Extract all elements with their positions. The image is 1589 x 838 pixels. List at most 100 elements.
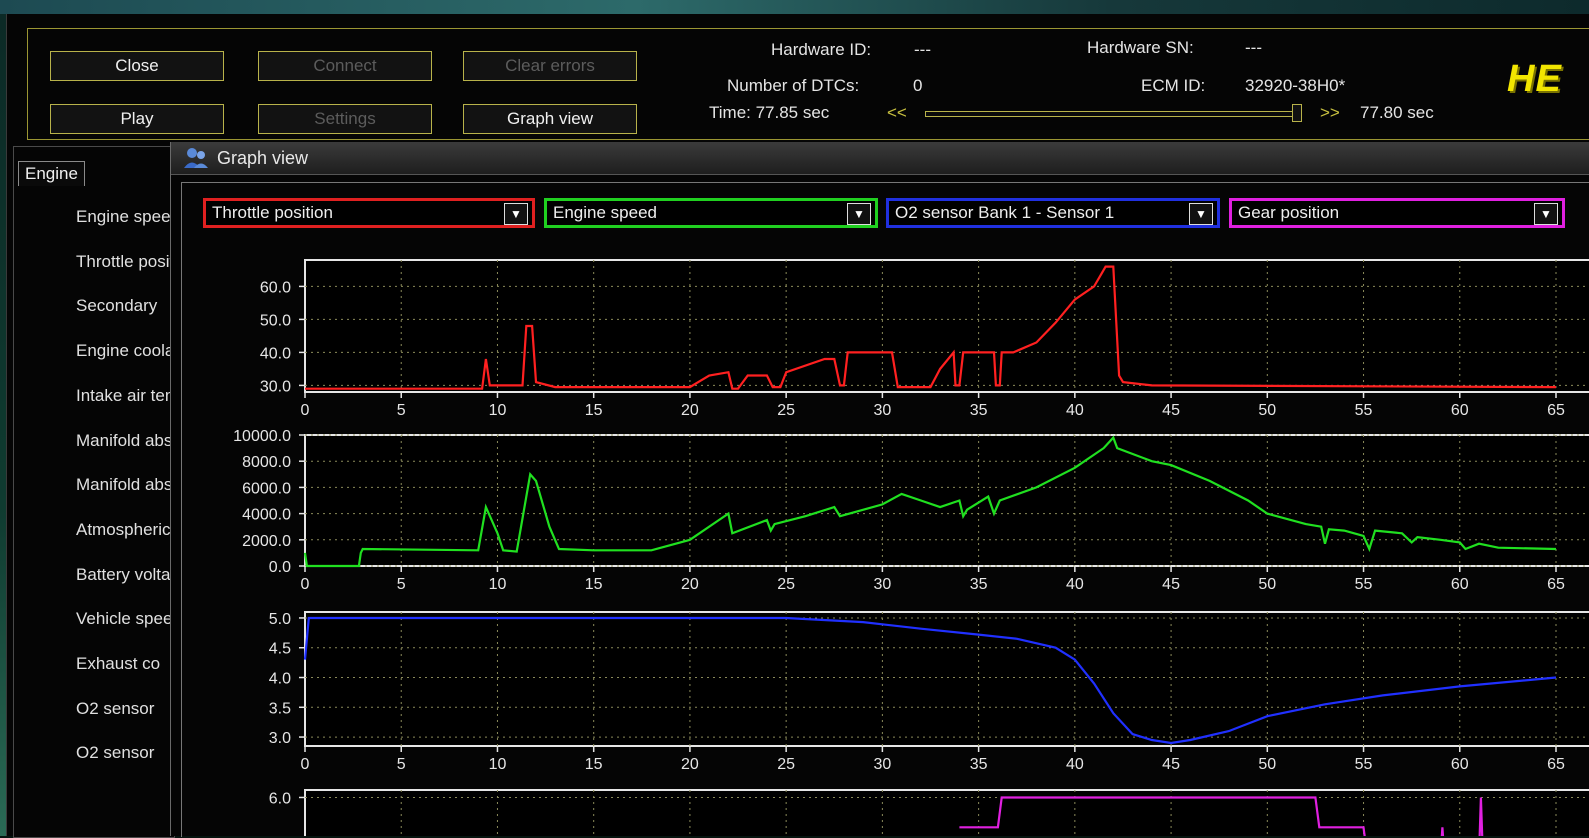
tab-engine[interactable]: Engine [18,161,85,186]
x-tick-label: 45 [1162,402,1180,419]
x-tick-label: 0 [301,402,310,419]
connect-button[interactable]: Connect [258,51,432,81]
channel-select-1[interactable]: Throttle position ▼ [203,198,535,228]
x-tick-label: 35 [970,402,988,419]
parameter-list-item[interactable]: Battery voltage [76,564,176,584]
y-tick-label: 50.0 [260,312,291,329]
y-tick-label: 60.0 [260,279,291,296]
parameter-list-item[interactable]: O2 sensor [76,698,155,718]
parameter-list-item[interactable]: Atmospheric [76,519,171,539]
plot-frame [304,259,1589,393]
users-icon [184,148,208,168]
channel-select-3-value: O2 sensor Bank 1 - Sensor 1 [895,203,1115,222]
hardware-sn-value: --- [1245,38,1262,57]
y-tick-label: 4.0 [269,671,291,688]
x-tick-label: 55 [1355,576,1373,593]
x-tick-label: 50 [1258,576,1276,593]
x-tick-label: 20 [681,756,699,773]
desktop-edge [0,14,10,836]
hardware-id-value: --- [914,40,931,59]
x-tick-label: 45 [1162,756,1180,773]
time-slider-track[interactable] [925,111,1297,117]
series-line [303,616,1557,745]
desktop-background [0,0,1589,14]
y-tick-label: 0.0 [269,559,291,576]
y-tick-label: 6000.0 [242,480,291,497]
parameter-list-item[interactable]: Secondary [76,296,158,316]
channel-select-1-value: Throttle position [212,203,333,222]
x-tick-label: 25 [777,576,795,593]
plot-frame [304,611,1589,747]
parameter-list-item[interactable]: O2 sensor [76,743,155,763]
x-tick-label: 15 [585,576,603,593]
x-tick-label: 60 [1451,576,1469,593]
x-tick-label: 0 [301,576,310,593]
settings-button[interactable]: Settings [258,104,432,134]
time-right-value: 77.80 sec [1360,103,1434,122]
y-tick-label: 5.0 [269,611,291,628]
y-tick-label: 30.0 [260,378,291,395]
parameter-list-item[interactable]: Manifold abs [76,430,173,450]
parameter-list-item[interactable]: Exhaust co [76,654,161,673]
toolbar: Close Connect Clear errors Play Settings… [27,28,1589,140]
parameter-list-item[interactable]: Vehicle speed [76,609,176,629]
y-tick-label: 6.0 [269,790,291,807]
x-tick-label: 40 [1066,576,1084,593]
x-tick-label: 50 [1258,402,1276,419]
channel-select-4[interactable]: Gear position ▼ [1229,198,1565,228]
y-tick-label: 40.0 [260,345,291,362]
x-tick-label: 5 [397,576,406,593]
graph-charts: 30.040.050.060.00 5 10 15 20 25 30 35 40 45 50 55 60… [233,259,1589,836]
x-tick-label: 45 [1162,576,1180,593]
x-tick-label: 25 [777,402,795,419]
dtc-count-label: Number of DTCs: [727,76,860,95]
channel-select-2[interactable]: Engine speed ▼ [544,198,878,228]
x-tick-label: 60 [1451,402,1469,419]
graph-view-window: Graph view Throttle position ▼ Engine sp… [170,142,1589,837]
chevron-down-icon[interactable]: ▼ [504,203,528,225]
parameter-list-item[interactable]: Intake air temp [76,385,176,405]
x-tick-label: 0 [301,756,310,773]
x-tick-label: 65 [1547,402,1565,419]
channel-select-4-value: Gear position [1238,203,1340,222]
rewind-button[interactable]: << [887,103,907,122]
chevron-down-icon[interactable]: ▼ [847,203,871,225]
x-tick-label: 40 [1066,402,1084,419]
x-tick-label: 30 [873,576,891,593]
x-tick-label: 5 [397,756,406,773]
play-button[interactable]: Play [50,104,224,134]
graph-view-titlebar[interactable]: Graph view [171,142,1589,175]
parameter-list-item[interactable]: Engine speed [76,207,176,226]
parameter-list-item[interactable]: Throttle position [76,251,176,271]
x-tick-label: 30 [873,402,891,419]
y-tick-label: 3.5 [269,700,291,717]
close-button[interactable]: Close [50,51,224,81]
channel-select-2-value: Engine speed [553,203,657,222]
dtc-count-value: 0 [913,76,923,95]
y-tick-label: 4.5 [269,641,291,658]
graph-view-button[interactable]: Graph view [463,104,637,134]
y-tick-label: 10000.0 [233,428,291,445]
time-slider-thumb[interactable] [1292,104,1302,122]
channel-select-3[interactable]: O2 sensor Bank 1 - Sensor 1 ▼ [886,198,1220,228]
forward-button[interactable]: >> [1320,103,1340,122]
graph-view-content [181,182,1589,837]
x-tick-label: 60 [1451,756,1469,773]
x-tick-label: 10 [489,402,507,419]
y-tick-label: 2000.0 [242,533,291,550]
chevron-down-icon[interactable]: ▼ [1189,203,1213,225]
x-tick-label: 55 [1355,756,1373,773]
x-tick-label: 20 [681,576,699,593]
x-tick-label: 20 [681,402,699,419]
clear-errors-button[interactable]: Clear errors [463,51,637,81]
y-tick-label: 8000.0 [242,454,291,471]
chevron-down-icon[interactable]: ▼ [1534,203,1558,225]
series-line [959,796,1484,836]
parameter-list-item[interactable]: Engine coolant [76,341,176,361]
x-tick-label: 15 [585,756,603,773]
x-tick-label: 25 [777,756,795,773]
x-tick-label: 15 [585,402,603,419]
parameter-list-item[interactable]: Manifold abs [76,475,173,495]
x-tick-label: 40 [1066,756,1084,773]
x-tick-label: 35 [970,576,988,593]
